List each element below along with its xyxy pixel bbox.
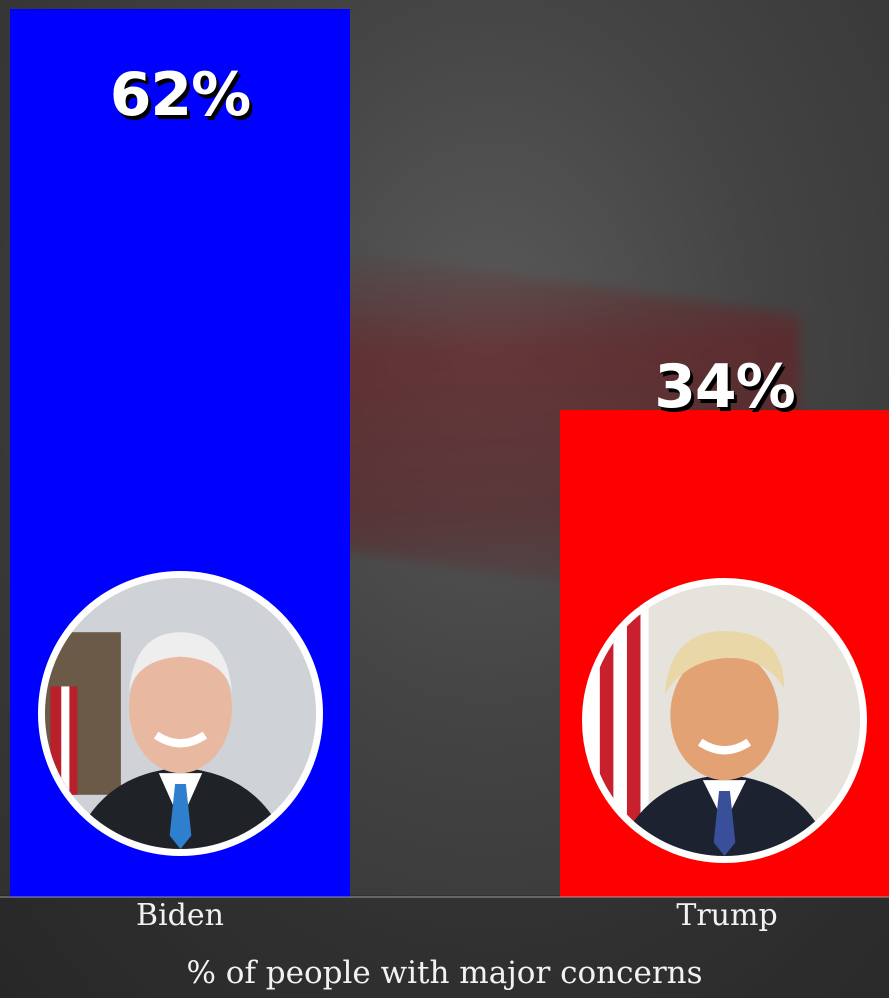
trump-portrait-image: [582, 578, 867, 863]
value-label-trump: 34%: [654, 352, 796, 422]
x-axis-title: % of people with major concerns: [186, 955, 703, 991]
category-label-biden: Biden: [136, 898, 224, 933]
biden-portrait-image: [38, 571, 323, 856]
background-band: [0, 895, 889, 998]
category-label-trump: Trump: [676, 898, 778, 933]
value-label-biden: 62%: [109, 60, 252, 130]
axis-baseline: [0, 896, 889, 898]
